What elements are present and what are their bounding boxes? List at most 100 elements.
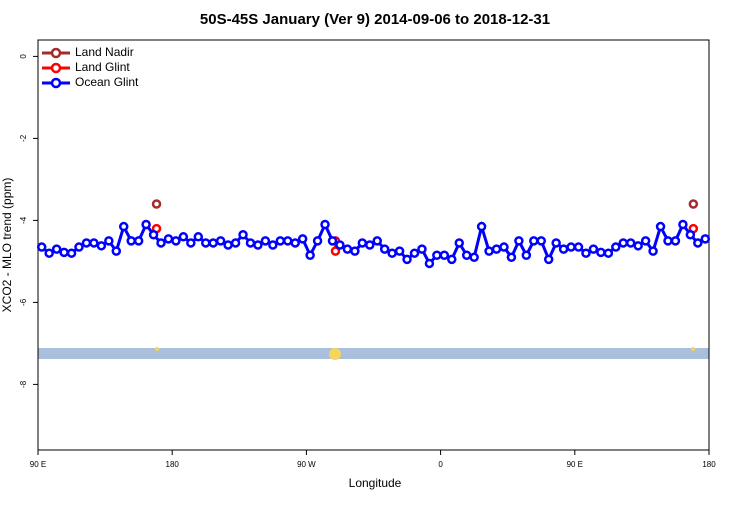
legend-label: Ocean Glint bbox=[75, 75, 139, 89]
x-axis-label: Longitude bbox=[349, 476, 402, 490]
point bbox=[44, 248, 54, 258]
point bbox=[156, 238, 166, 248]
point bbox=[357, 238, 368, 248]
x-tick-label: 90 W bbox=[297, 460, 316, 469]
x-tick-label: 180 bbox=[702, 460, 716, 469]
point bbox=[387, 248, 397, 258]
point bbox=[551, 238, 561, 248]
band-blob bbox=[329, 348, 341, 360]
point bbox=[424, 258, 435, 269]
point bbox=[558, 244, 569, 254]
point bbox=[215, 236, 226, 246]
point bbox=[163, 234, 174, 244]
point bbox=[603, 248, 614, 258]
point bbox=[201, 238, 211, 248]
point bbox=[663, 236, 673, 246]
point bbox=[342, 244, 353, 254]
point bbox=[454, 238, 464, 248]
point bbox=[36, 242, 47, 252]
point bbox=[678, 219, 688, 230]
point bbox=[573, 242, 584, 252]
point bbox=[297, 234, 308, 244]
point bbox=[514, 236, 524, 246]
legend-label: Land Nadir bbox=[75, 45, 134, 59]
point bbox=[670, 236, 681, 246]
point bbox=[700, 234, 711, 244]
point bbox=[693, 238, 703, 248]
point bbox=[193, 232, 204, 242]
point bbox=[238, 230, 248, 240]
x-tick-label: 90 E bbox=[567, 460, 583, 469]
point bbox=[104, 236, 114, 246]
point bbox=[625, 238, 636, 248]
point bbox=[51, 244, 62, 254]
point bbox=[469, 252, 479, 263]
point bbox=[543, 254, 554, 265]
point bbox=[372, 236, 382, 246]
point bbox=[409, 248, 420, 258]
point bbox=[581, 248, 591, 258]
point bbox=[320, 219, 330, 230]
x-tick-label: 90 E bbox=[30, 460, 46, 469]
legend-label: Land Glint bbox=[75, 60, 130, 74]
point bbox=[365, 240, 375, 250]
point bbox=[111, 246, 122, 256]
point bbox=[66, 248, 77, 258]
point bbox=[618, 238, 629, 248]
point bbox=[327, 236, 338, 246]
point bbox=[394, 246, 405, 256]
point bbox=[439, 250, 450, 260]
point bbox=[521, 250, 532, 260]
point bbox=[148, 230, 159, 240]
point bbox=[118, 221, 129, 232]
legend-marker bbox=[50, 62, 62, 74]
point bbox=[447, 254, 457, 265]
x-tick-label: 0 bbox=[438, 460, 443, 469]
point bbox=[417, 244, 427, 254]
point bbox=[640, 236, 651, 246]
point bbox=[186, 238, 196, 248]
point bbox=[685, 230, 696, 240]
point bbox=[171, 236, 181, 246]
surface-band bbox=[38, 348, 709, 359]
point bbox=[379, 244, 390, 254]
x-tick-label: 180 bbox=[166, 460, 180, 469]
point bbox=[283, 236, 293, 246]
point bbox=[476, 221, 487, 232]
y-tick-label: 0 bbox=[19, 54, 28, 59]
point bbox=[566, 242, 576, 252]
point bbox=[588, 244, 599, 254]
point bbox=[178, 232, 189, 242]
band-blob bbox=[155, 347, 159, 351]
point bbox=[223, 240, 233, 250]
point bbox=[402, 254, 412, 265]
point bbox=[230, 238, 241, 248]
point bbox=[74, 242, 84, 252]
point bbox=[312, 236, 323, 246]
point bbox=[506, 252, 517, 263]
point bbox=[260, 236, 271, 246]
point bbox=[461, 250, 472, 260]
point bbox=[208, 238, 218, 248]
y-tick-label: -2 bbox=[19, 134, 28, 142]
point bbox=[330, 246, 341, 256]
point bbox=[484, 246, 494, 256]
point bbox=[655, 221, 666, 232]
point bbox=[688, 199, 699, 209]
point bbox=[268, 240, 278, 250]
legend-marker bbox=[50, 77, 62, 89]
point bbox=[81, 238, 92, 248]
point bbox=[536, 236, 546, 246]
legend-marker bbox=[50, 47, 62, 59]
point bbox=[96, 241, 107, 251]
point bbox=[611, 242, 621, 252]
y-tick-label: -8 bbox=[19, 380, 28, 388]
point bbox=[432, 250, 442, 260]
point bbox=[133, 236, 144, 246]
band-blob bbox=[691, 347, 695, 351]
point bbox=[335, 240, 345, 250]
point bbox=[126, 236, 136, 246]
point bbox=[499, 242, 509, 252]
point bbox=[529, 236, 539, 246]
